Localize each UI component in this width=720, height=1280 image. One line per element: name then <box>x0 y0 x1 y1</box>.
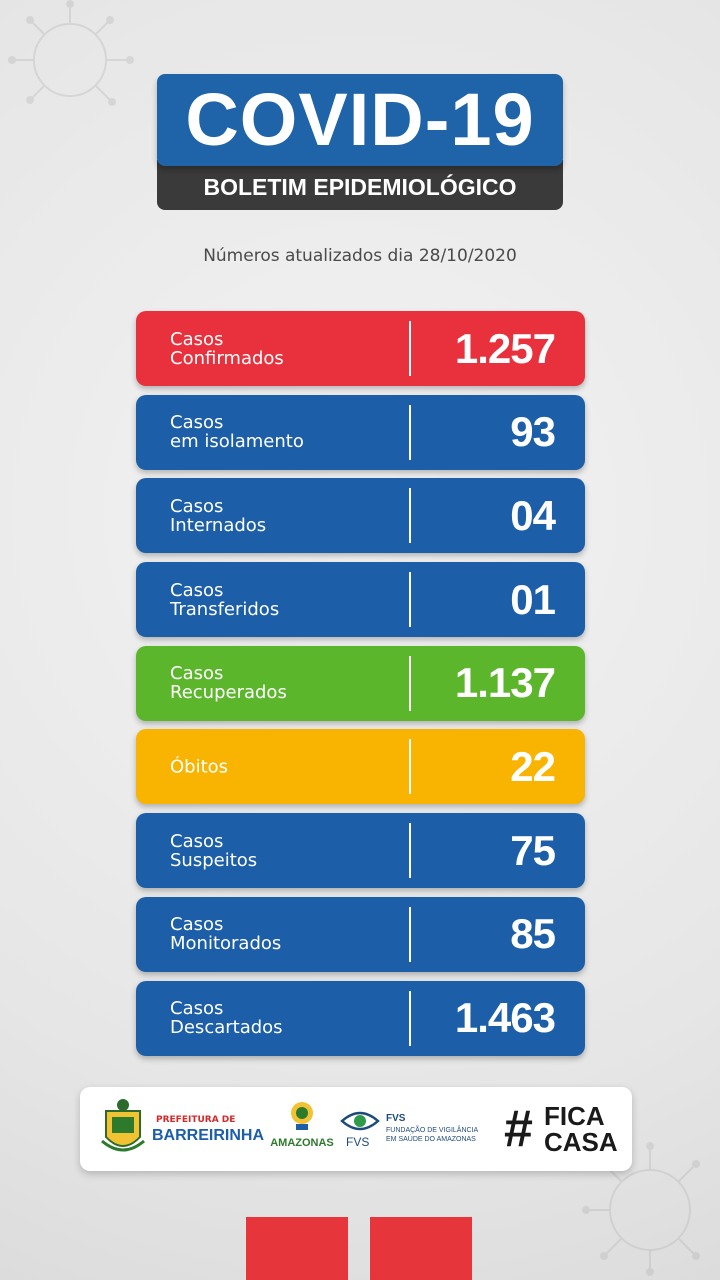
stat-label: Casos Monitorados <box>170 914 282 955</box>
stat-row-suspeitos: Casos Suspeitos 75 <box>136 813 585 889</box>
stat-row-transferidos: Casos Transferidos 01 <box>136 562 585 638</box>
stat-divider <box>409 404 411 460</box>
amazonas-text: AMAZONAS <box>270 1137 334 1149</box>
red-decor-block-right <box>370 1217 472 1280</box>
fvs-logo: FVS FVS FUNDAÇÃO DE VIGILÂNCIA EM SAÚDE … <box>340 1103 510 1159</box>
stat-label: Casos Transferidos <box>170 579 280 620</box>
stats-list: Casos Confirmados 1.257 Casos em isolame… <box>136 311 585 1064</box>
fica-em-casa-logo: # FICA CASA <box>504 1101 624 1161</box>
stat-value: 04 <box>510 491 556 539</box>
stat-row-internados: Casos Internados 04 <box>136 478 585 554</box>
barreirinha-big-text: BARREIRINHA <box>152 1127 264 1144</box>
stat-value: 93 <box>510 408 556 456</box>
stat-value: 01 <box>510 575 556 623</box>
updated-date-text: Números atualizados dia 28/10/2020 <box>203 246 517 266</box>
stat-row-confirmados: Casos Confirmados 1.257 <box>136 311 585 386</box>
stat-label: Casos Descartados <box>170 998 283 1038</box>
red-decor-block-left <box>246 1217 348 1280</box>
stat-divider <box>409 655 411 711</box>
amazonas-emblem-icon <box>291 1102 313 1130</box>
fica-top-text: FICA <box>544 1101 605 1131</box>
barreirinha-small-text: PREFEITURA DE <box>156 1115 236 1125</box>
stat-divider <box>409 823 411 879</box>
amazonas-logo: AMAZONAS <box>270 1097 334 1161</box>
page-subtitle: BOLETIM EPIDEMIOLÓGICO <box>203 173 517 200</box>
stat-value: 1.137 <box>454 659 556 707</box>
fica-hash: # <box>504 1100 533 1158</box>
stat-divider <box>409 488 411 544</box>
fvs-eye-icon <box>340 1111 380 1131</box>
barreirinha-logo: PREFEITURA DE BARREIRINHA <box>98 1097 264 1161</box>
stat-row-isolamento: Casos em isolamento 93 <box>136 394 585 470</box>
stat-value: 75 <box>510 826 556 874</box>
stat-row-descartados: Casos Descartados 1.463 <box>136 980 585 1056</box>
footer-logos-bar: PREFEITURA DE BARREIRINHA AMAZONAS FVS F… <box>80 1087 632 1171</box>
stat-label: Óbitos <box>170 756 229 778</box>
fvs-line-2: EM SAÚDE DO AMAZONAS <box>386 1136 476 1143</box>
stat-label: Casos Internados <box>170 495 267 536</box>
stat-label: Casos Suspeitos <box>170 830 258 871</box>
fvs-title-text: FVS <box>386 1113 406 1124</box>
stat-label: Casos Recuperados <box>170 663 287 704</box>
stat-value: 1.463 <box>454 994 556 1041</box>
stat-label: Casos Confirmados <box>170 328 284 369</box>
stat-divider <box>409 321 411 376</box>
stat-row-monitorados: Casos Monitorados 85 <box>136 896 585 972</box>
stat-label: Casos em isolamento <box>170 412 304 453</box>
stat-value: 1.257 <box>454 324 556 372</box>
title-banner: COVID-19 <box>157 74 563 166</box>
stat-divider <box>409 990 411 1046</box>
stat-row-recuperados: Casos Recuperados 1.137 <box>136 645 585 721</box>
barreirinha-crest-icon <box>101 1099 145 1152</box>
fvs-short-text: FVS <box>346 1135 370 1149</box>
page-title: COVID-19 <box>185 78 535 161</box>
stat-divider <box>409 572 411 628</box>
fica-bottom-text: CASA <box>544 1127 618 1157</box>
stat-row-obitos: Óbitos 22 <box>136 729 585 805</box>
stat-divider <box>409 739 411 795</box>
virus-decoration-top-left-icon <box>8 0 134 106</box>
stat-value: 22 <box>510 742 556 790</box>
fvs-line-1: FUNDAÇÃO DE VIGILÂNCIA <box>386 1127 479 1134</box>
stat-value: 85 <box>510 910 556 958</box>
stat-divider <box>409 906 411 962</box>
subtitle-banner: BOLETIM EPIDEMIOLÓGICO <box>157 160 563 210</box>
